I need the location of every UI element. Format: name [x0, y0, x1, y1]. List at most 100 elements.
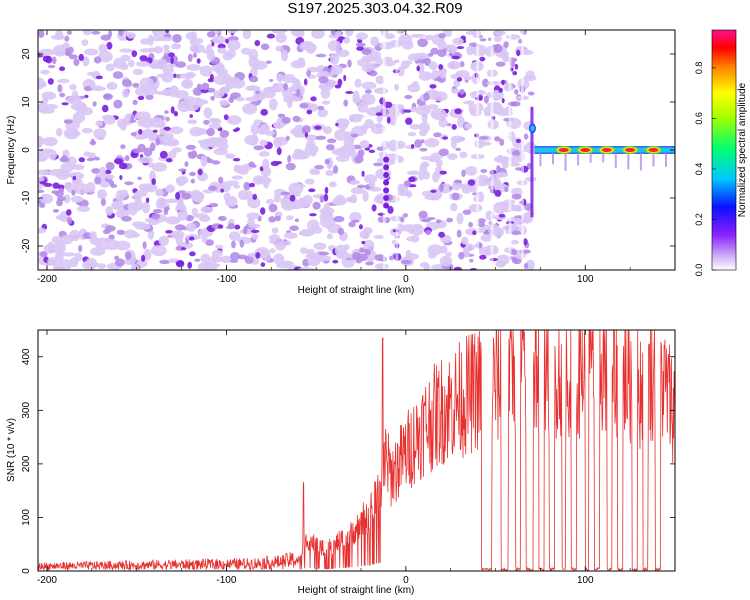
- noise-blob: [428, 61, 438, 70]
- noise-blob: [192, 52, 197, 58]
- noise-blob: [38, 30, 45, 38]
- noise-blob: [345, 30, 354, 37]
- noise-blob: [318, 76, 329, 84]
- noise-blob: [189, 35, 197, 46]
- noise-blob: [208, 123, 221, 130]
- noise-blob: [405, 117, 413, 125]
- noise-blob: [189, 114, 193, 118]
- noise-blob: [300, 247, 308, 254]
- noise-blob: [163, 126, 171, 131]
- noise-blob: [418, 129, 428, 137]
- noise-blob: [137, 176, 142, 180]
- noise-blob: [84, 48, 99, 56]
- signal-tail: [652, 153, 655, 167]
- noise-blob: [161, 72, 174, 83]
- noise-blob: [244, 96, 259, 102]
- noise-blob: [132, 82, 140, 88]
- noise-blob: [76, 205, 90, 212]
- y-tick-label: -10: [21, 190, 32, 205]
- noise-blob: [494, 35, 502, 43]
- snr-frame: [37, 329, 676, 572]
- noise-blob: [495, 172, 509, 178]
- noise-blob: [145, 197, 150, 203]
- noise-blob: [476, 218, 486, 224]
- noise-blob: [325, 144, 335, 151]
- signal-tail: [564, 153, 567, 171]
- noise-streak: [520, 30, 524, 270]
- noise-blob: [101, 104, 109, 113]
- noise-blob: [86, 182, 96, 193]
- noise-blob: [244, 255, 254, 264]
- noise-blob: [321, 100, 331, 105]
- noise-blob: [184, 101, 200, 112]
- noise-blob: [514, 63, 519, 70]
- noise-blob: [74, 101, 87, 114]
- noise-blob: [511, 193, 522, 200]
- spectrogram-y-axis-label: Frequency (Hz): [6, 116, 17, 185]
- noise-blob: [510, 239, 520, 245]
- noise-blob: [414, 139, 422, 148]
- noise-blob: [159, 129, 167, 135]
- noise-blob: [415, 105, 432, 116]
- noise-blob: [93, 56, 102, 64]
- noise-blob: [105, 225, 116, 232]
- y-tick-label: 300: [21, 402, 32, 419]
- noise-blob: [38, 176, 45, 182]
- noise-blob: [275, 45, 284, 52]
- x-tick-label: 100: [577, 274, 594, 285]
- noise-blob: [357, 101, 369, 113]
- noise-blob: [335, 118, 350, 128]
- noise-blob: [298, 197, 306, 207]
- noise-blob: [464, 122, 473, 130]
- noise-blob: [501, 159, 509, 169]
- noise-blob: [127, 201, 142, 211]
- noise-blob: [179, 73, 187, 79]
- noise-blob: [433, 132, 442, 138]
- noise-blob: [71, 189, 76, 196]
- noise-blob: [206, 31, 216, 38]
- colorbar-frame: [711, 29, 737, 271]
- noise-blob: [177, 208, 188, 221]
- noise-blob: [263, 87, 276, 99]
- noise-blob: [423, 92, 430, 101]
- noise-blob: [438, 148, 449, 157]
- colorbar-gradient: [712, 30, 736, 270]
- noise-blob: [50, 34, 66, 40]
- noise-blob: [247, 217, 255, 228]
- snr-y-axis-label: SNR (10 * v/v): [6, 418, 17, 482]
- noise-blob: [285, 215, 294, 221]
- noise-blob: [330, 64, 343, 75]
- colorbar-tick-label: 0.2: [694, 213, 704, 226]
- noise-blob: [218, 176, 224, 184]
- noise-blob: [285, 135, 290, 141]
- noise-blob: [364, 249, 371, 256]
- noise-blob: [216, 68, 229, 76]
- noise-blob: [52, 182, 60, 189]
- noise-blob: [141, 254, 146, 262]
- noise-blob: [291, 83, 298, 93]
- noise-blob: [243, 181, 251, 191]
- noise-blob: [42, 136, 58, 147]
- noise-blob: [423, 170, 430, 180]
- noise-blob: [400, 60, 410, 70]
- noise-blob: [156, 188, 163, 196]
- noise-blob: [119, 175, 123, 180]
- noise-blob: [509, 204, 525, 212]
- noise-blob: [361, 93, 370, 100]
- noise-blob: [296, 88, 301, 98]
- noise-blob: [59, 92, 66, 98]
- noise-blob: [314, 125, 322, 130]
- noise-blob: [132, 148, 142, 154]
- noise-blob: [99, 166, 106, 177]
- noise-blob: [273, 253, 285, 265]
- noise-blob: [209, 202, 219, 208]
- noise-blob: [212, 35, 226, 45]
- signal-tail: [577, 153, 580, 166]
- noise-blob: [459, 151, 468, 159]
- noise-blob: [455, 147, 461, 152]
- noise-blob: [419, 147, 428, 152]
- noise-blob: [159, 259, 171, 265]
- noise-blob: [461, 236, 469, 245]
- noise-blob: [403, 109, 412, 113]
- noise-blob: [199, 215, 211, 222]
